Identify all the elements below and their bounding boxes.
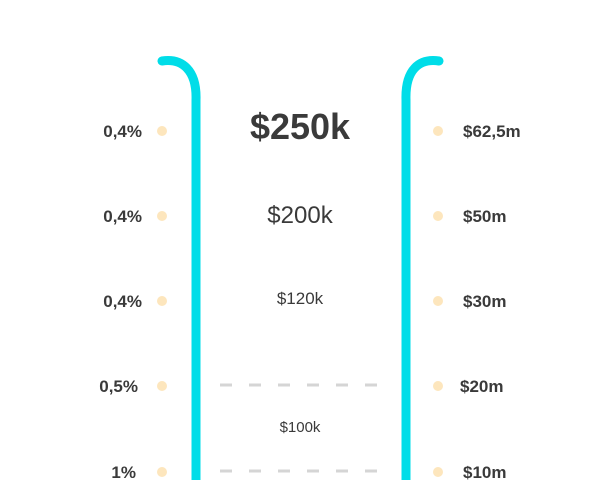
rate-label: 0,4% bbox=[103, 207, 142, 226]
rate-dot bbox=[157, 381, 167, 391]
rate-label: 0,4% bbox=[103, 122, 142, 141]
tier-amount: $200k bbox=[267, 202, 333, 229]
left-rail bbox=[157, 56, 201, 480]
rate-dot bbox=[157, 467, 167, 477]
tier-amount: $120k bbox=[276, 289, 324, 308]
tier-amount: $250k bbox=[249, 106, 351, 147]
cap-dot bbox=[433, 296, 443, 306]
tier-amount: $100k bbox=[279, 419, 321, 436]
cap-label: $30m bbox=[463, 292, 507, 311]
rate-label: 0,5% bbox=[99, 377, 138, 396]
cap-label: $62,5m bbox=[463, 122, 521, 141]
rate-dot bbox=[157, 126, 167, 136]
rate-label: 0,4% bbox=[103, 292, 142, 311]
rate-dot bbox=[157, 296, 167, 306]
cap-dot bbox=[433, 381, 443, 391]
rate-label: 1% bbox=[111, 463, 136, 480]
cap-label: $20m bbox=[460, 377, 504, 396]
cap-dot bbox=[433, 211, 443, 221]
cap-dot bbox=[433, 467, 443, 477]
rate-dot bbox=[157, 211, 167, 221]
cap-label: $50m bbox=[463, 207, 507, 226]
cap-label: $10m bbox=[463, 463, 507, 480]
right-rail bbox=[401, 56, 444, 480]
cap-dot bbox=[433, 126, 443, 136]
